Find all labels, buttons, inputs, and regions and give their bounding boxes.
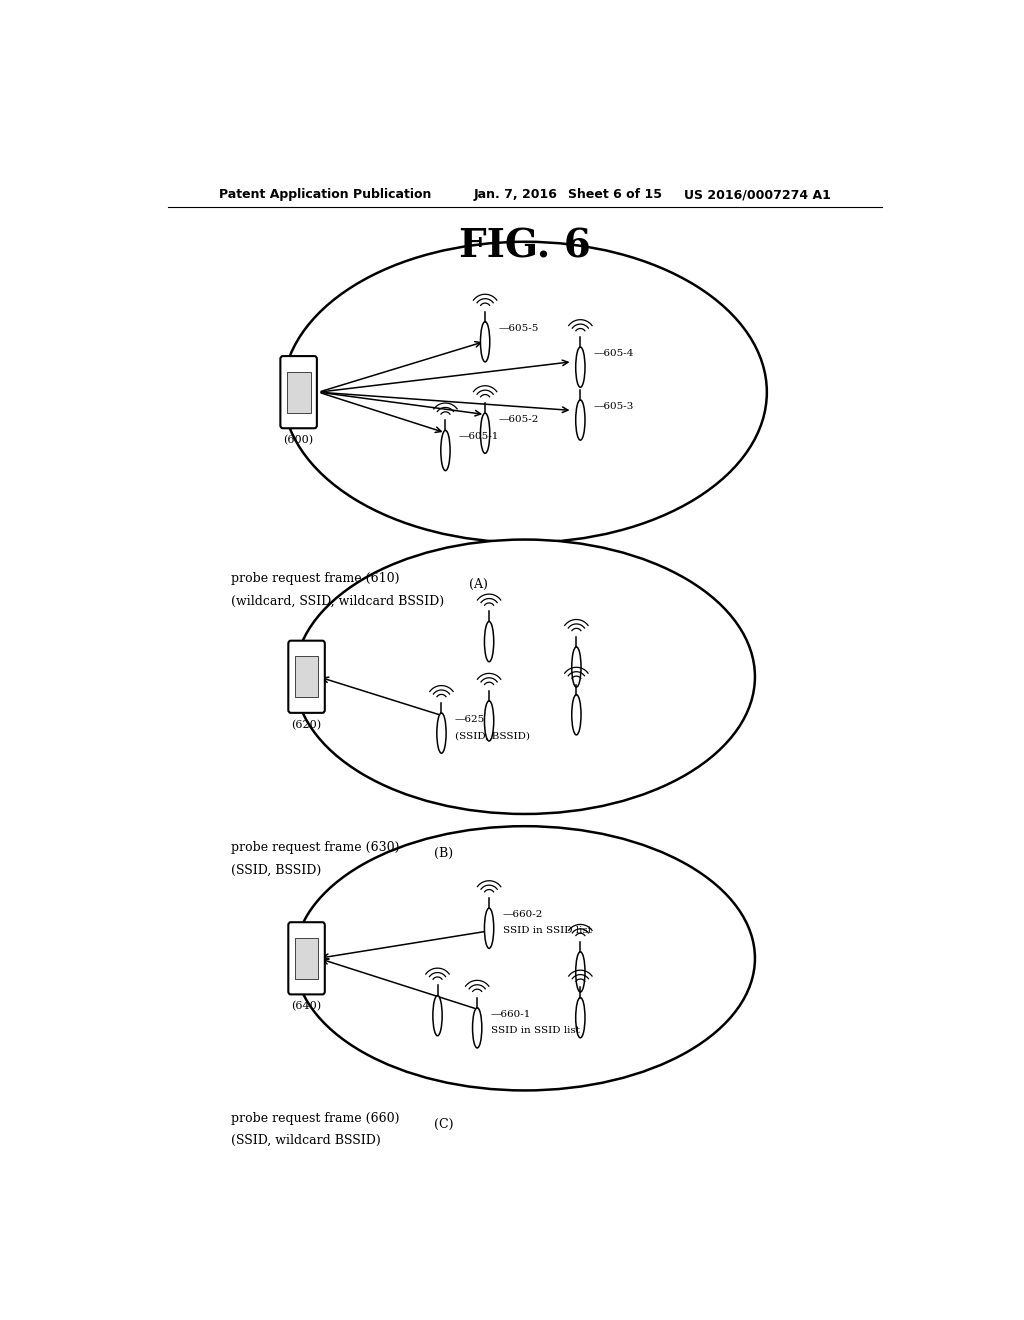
Text: —660-2: —660-2 xyxy=(503,909,543,919)
Text: (SSID, BSSID): (SSID, BSSID) xyxy=(231,863,322,876)
Text: probe request frame (630): probe request frame (630) xyxy=(231,841,399,854)
Text: —625: —625 xyxy=(455,715,485,723)
Text: (640): (640) xyxy=(292,1001,322,1011)
Text: (SSID, BSSID): (SSID, BSSID) xyxy=(455,731,530,741)
Ellipse shape xyxy=(440,430,451,471)
Ellipse shape xyxy=(571,694,581,735)
FancyBboxPatch shape xyxy=(289,923,325,994)
Ellipse shape xyxy=(575,400,585,440)
Text: (600): (600) xyxy=(284,434,313,445)
Ellipse shape xyxy=(433,995,442,1036)
Text: (620): (620) xyxy=(292,719,322,730)
Ellipse shape xyxy=(472,1007,482,1048)
Text: —605-5: —605-5 xyxy=(499,323,539,333)
Text: (wildcard, SSID, wildcard BSSID): (wildcard, SSID, wildcard BSSID) xyxy=(231,594,444,607)
Ellipse shape xyxy=(575,952,585,993)
Text: SSID in SSID list: SSID in SSID list xyxy=(490,1026,580,1035)
Text: probe request frame (660): probe request frame (660) xyxy=(231,1111,399,1125)
Ellipse shape xyxy=(480,322,489,362)
FancyBboxPatch shape xyxy=(289,640,325,713)
Text: (SSID, wildcard BSSID): (SSID, wildcard BSSID) xyxy=(231,1134,381,1147)
Text: Patent Application Publication: Patent Application Publication xyxy=(219,189,432,202)
Text: Sheet 6 of 15: Sheet 6 of 15 xyxy=(568,189,663,202)
Text: —605-1: —605-1 xyxy=(459,433,500,441)
Text: Jan. 7, 2016: Jan. 7, 2016 xyxy=(473,189,557,202)
Text: probe request frame (610): probe request frame (610) xyxy=(231,572,399,585)
Ellipse shape xyxy=(484,701,494,741)
Ellipse shape xyxy=(575,347,585,387)
Ellipse shape xyxy=(484,908,494,948)
Text: —605-4: —605-4 xyxy=(594,348,634,358)
Text: US 2016/0007274 A1: US 2016/0007274 A1 xyxy=(684,189,830,202)
Bar xyxy=(295,939,318,978)
Text: FIG. 6: FIG. 6 xyxy=(459,228,591,265)
Ellipse shape xyxy=(575,998,585,1038)
Text: —660-1: —660-1 xyxy=(490,1010,531,1019)
Text: (B): (B) xyxy=(433,847,453,861)
Ellipse shape xyxy=(295,540,755,814)
Text: (C): (C) xyxy=(433,1118,453,1130)
Ellipse shape xyxy=(571,647,581,688)
Ellipse shape xyxy=(480,413,489,453)
Ellipse shape xyxy=(283,242,767,543)
Text: —605-3: —605-3 xyxy=(594,401,634,411)
FancyBboxPatch shape xyxy=(281,356,316,428)
Text: SSID in SSID list: SSID in SSID list xyxy=(503,927,592,936)
Ellipse shape xyxy=(437,713,446,754)
Ellipse shape xyxy=(295,826,755,1090)
Bar xyxy=(287,372,310,412)
Ellipse shape xyxy=(484,622,494,661)
Text: (A): (A) xyxy=(469,578,488,591)
Bar xyxy=(295,656,318,697)
Text: —605-2: —605-2 xyxy=(499,414,539,424)
